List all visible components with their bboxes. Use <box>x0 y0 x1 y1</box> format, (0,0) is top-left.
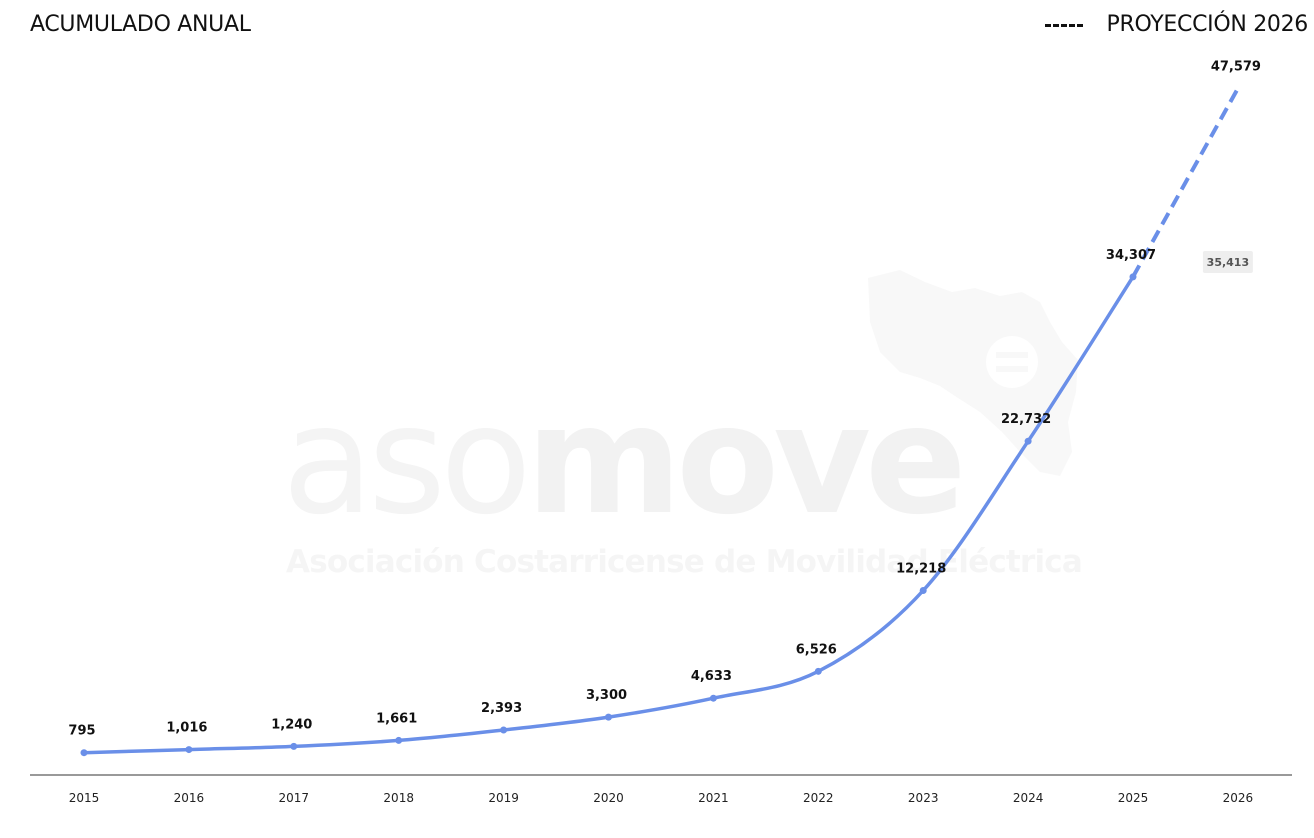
x-tick-label: 2016 <box>174 791 205 805</box>
data-point <box>185 746 193 754</box>
data-label: 3,300 <box>586 688 627 703</box>
watermark-map-logo <box>868 270 1078 476</box>
chart-title: ACUMULADO ANUAL <box>30 12 251 37</box>
legend-dash-swatch <box>1044 24 1083 27</box>
data-label: 4,633 <box>691 669 732 684</box>
data-label: 22,732 <box>1001 412 1051 427</box>
data-point <box>709 694 717 702</box>
projection-line <box>1131 87 1240 278</box>
data-point <box>1129 273 1137 281</box>
annotation-label: 35,413 <box>1207 256 1249 269</box>
watermark-brand: asomove <box>282 374 961 548</box>
x-tick-label: 2022 <box>803 791 834 805</box>
data-point <box>395 736 403 744</box>
x-tick-label: 2017 <box>279 791 310 805</box>
x-axis-ticks: 2015 2016 2017 2018 2019 2020 2021 2022 2023 2024… <box>69 791 1253 805</box>
data-points <box>80 273 1137 757</box>
data-label: 795 <box>68 724 95 739</box>
data-label: 1,240 <box>271 717 312 732</box>
x-tick-label: 2021 <box>698 791 729 805</box>
data-label: 47,579 <box>1211 59 1261 74</box>
x-tick-label: 2018 <box>383 791 414 805</box>
annotation-box <box>1202 251 1253 273</box>
data-point <box>919 587 927 595</box>
watermark-tagline: Asociación Costarricense de Movilidad El… <box>286 544 1082 580</box>
data-point <box>500 726 508 734</box>
data-label: 1,661 <box>376 711 417 726</box>
data-label: 2,393 <box>481 701 522 716</box>
legend: PROYECCIÓN 2026 <box>1044 12 1309 37</box>
x-tick-label: 2020 <box>593 791 624 805</box>
x-tick-label: 2026 <box>1223 791 1254 805</box>
data-label: 6,526 <box>796 642 837 657</box>
x-tick-label: 2019 <box>488 791 519 805</box>
data-point <box>605 713 612 721</box>
x-tick-label: 2025 <box>1118 791 1149 805</box>
data-point <box>80 749 88 757</box>
data-label: 12,218 <box>896 562 946 577</box>
data-point <box>1024 437 1032 445</box>
annotation: 35,413 <box>1202 251 1253 273</box>
data-label: 1,016 <box>166 721 207 736</box>
watermark: asomove Asociación Costarricense de Movi… <box>282 270 1083 580</box>
series-group <box>82 87 1240 755</box>
x-tick-label: 2024 <box>1013 791 1044 805</box>
data-labels: 795 1,016 1,240 1,661 2,393 3,300 4,633 6,526 12… <box>68 59 1261 738</box>
data-point <box>814 667 822 675</box>
legend-label: PROYECCIÓN 2026 <box>1106 12 1309 37</box>
x-tick-label: 2023 <box>908 791 939 805</box>
x-tick-label: 2015 <box>69 791 100 805</box>
series-line <box>82 275 1135 755</box>
data-label: 34,307 <box>1106 248 1156 263</box>
data-point <box>290 742 298 750</box>
